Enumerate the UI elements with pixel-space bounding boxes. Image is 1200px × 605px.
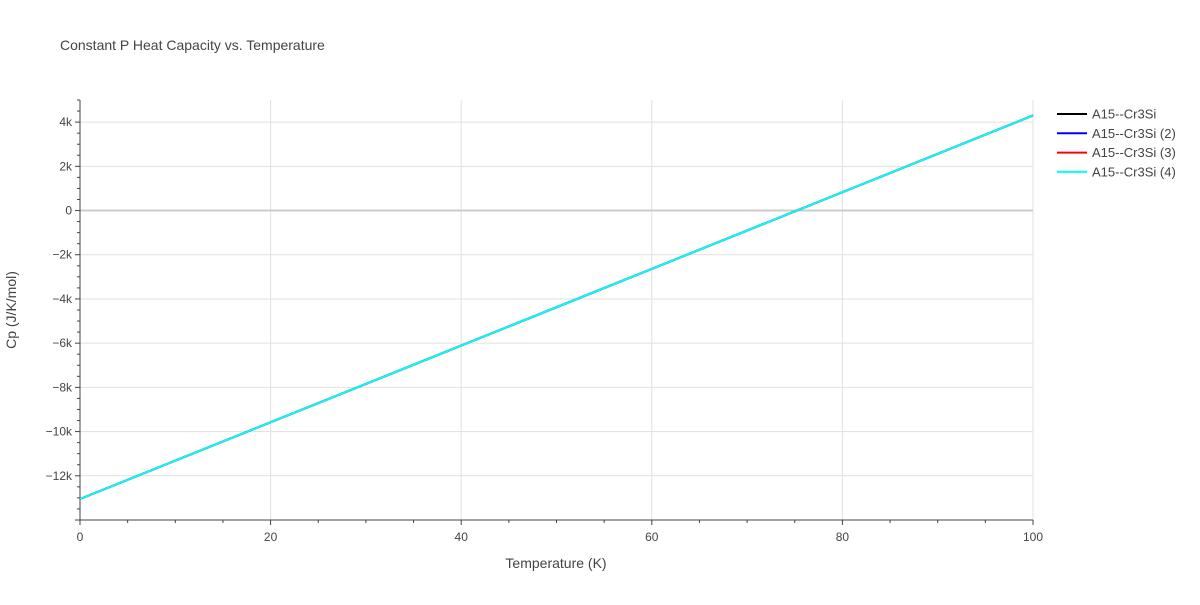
y-tick-label: 0 [65, 204, 72, 218]
x-tick-label: 40 [455, 530, 469, 544]
series-line-4[interactable] [79, 114, 1034, 500]
y-tick-label: −12k [46, 469, 73, 483]
legend-item-1[interactable]: A15--Cr3Si [1057, 107, 1156, 122]
legend-item-2[interactable]: A15--Cr3Si (2) [1057, 126, 1176, 141]
x-tick-label: 60 [645, 530, 659, 544]
legend-item-3[interactable]: A15--Cr3Si (3) [1057, 145, 1176, 160]
y-tick-label: −8k [52, 380, 73, 394]
series-lines[interactable] [79, 114, 1034, 500]
legend-label: A15--Cr3Si (4) [1092, 164, 1176, 179]
legend[interactable]: A15--Cr3Si A15--Cr3Si (2) A15--Cr3Si (3) A1… [1057, 107, 1176, 180]
x-tick-label: 20 [264, 530, 278, 544]
x-tick-label: 0 [77, 530, 84, 544]
legend-item-4[interactable]: A15--Cr3Si (4) [1057, 164, 1176, 179]
axes: 0 20 40 60 80 100 −12k −10k −8k −6k −4k −2k 0 2k 4k [46, 99, 1043, 544]
chart-title: Constant P Heat Capacity vs. Temperature [60, 37, 325, 53]
grid-lines [80, 100, 1034, 520]
y-tick-label: −6k [52, 336, 73, 350]
legend-label: A15--Cr3Si (2) [1092, 126, 1176, 141]
x-tick-label: 100 [1023, 530, 1043, 544]
legend-label: A15--Cr3Si [1092, 107, 1156, 122]
y-tick-label: 2k [59, 159, 73, 173]
y-tick-label: −4k [52, 292, 73, 306]
y-axis-title: Cp (J/K/mol) [3, 271, 19, 349]
y-tick-label: 4k [59, 115, 73, 129]
x-tick-label: 80 [836, 530, 850, 544]
y-tick-label: −10k [46, 425, 73, 439]
legend-label: A15--Cr3Si (3) [1092, 145, 1176, 160]
y-tick-label: −2k [52, 248, 73, 262]
x-axis-title: Temperature (K) [505, 555, 606, 571]
